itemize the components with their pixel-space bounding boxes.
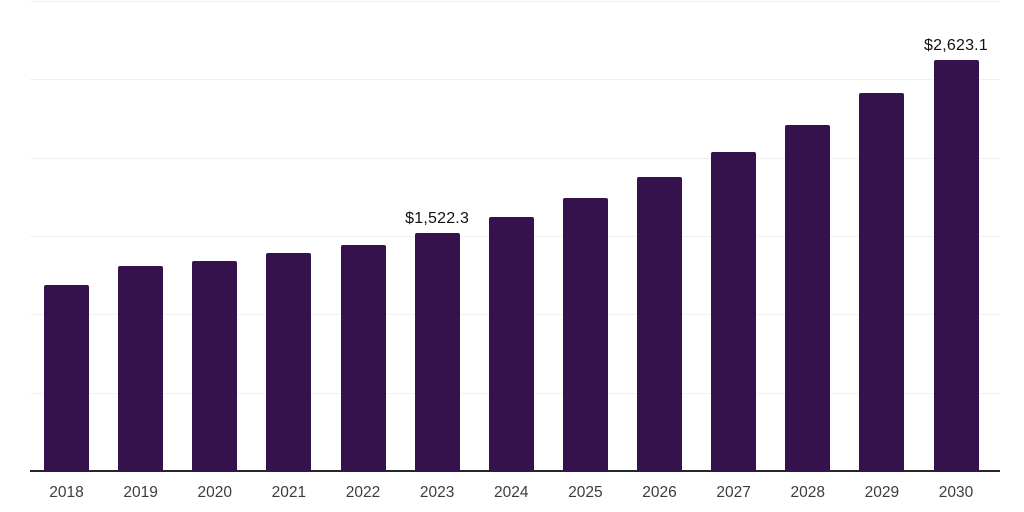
x-tick-label-2022: 2022: [345, 484, 381, 501]
gridline-2500: [30, 79, 1000, 81]
bar-2018: [44, 285, 89, 471]
x-tick-label-2028: 2028: [790, 484, 825, 501]
gridline-2000: [30, 157, 1000, 159]
bar-2027: [711, 151, 757, 471]
x-tick-label-2030: 2030: [938, 484, 974, 501]
x-tick-label-2024: 2024: [494, 484, 529, 501]
x-tick-label-2020: 2020: [197, 484, 232, 501]
bar-2024: [488, 216, 534, 471]
bar-2025: [562, 197, 608, 471]
bar-2026: [637, 177, 682, 471]
x-tick-label-2021: 2021: [271, 484, 307, 501]
x-tick-label-2023: 2023: [419, 484, 455, 501]
bar-2019: [118, 265, 164, 471]
bar-2022: [340, 245, 386, 471]
x-tick-label-2026: 2026: [642, 484, 677, 501]
x-axis-line: [30, 470, 1000, 472]
x-tick-label-2019: 2019: [123, 484, 158, 501]
x-tick-label-2025: 2025: [568, 484, 603, 501]
bar-2021: [266, 253, 312, 471]
bar-2023: [414, 232, 460, 471]
x-tick-label-2029: 2029: [864, 484, 900, 501]
bar-2028: [785, 124, 831, 471]
plot-area: $1,522.3 $2,623.1: [30, 1, 1000, 472]
bar-value-label-2030: $2,623.1: [924, 37, 988, 55]
x-tick-label-2027: 2027: [716, 484, 751, 501]
bar-2029: [859, 92, 905, 471]
bar-value-label-2023: $1,522.3: [405, 209, 470, 227]
x-tick-label-2018: 2018: [49, 484, 84, 501]
gridline-3000: [30, 1, 1000, 2]
bar-2020: [192, 260, 238, 471]
bar-2030: [933, 60, 979, 471]
